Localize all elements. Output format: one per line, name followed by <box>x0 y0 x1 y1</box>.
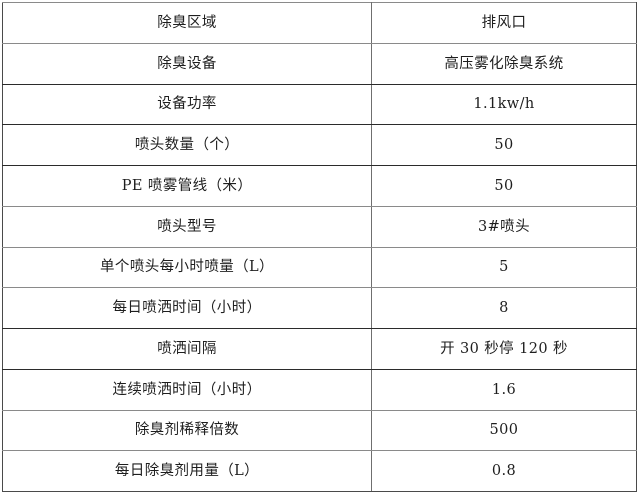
spec-value-cell: 1.6 <box>371 368 637 411</box>
spec-value-cell: 8 <box>371 287 637 329</box>
spec-label-cell: 除臭剂稀释倍数 <box>2 409 372 452</box>
spec-value-cell: 排风口 <box>371 2 637 44</box>
table-row: 喷头数量（个） 50 <box>2 124 637 166</box>
spec-label-cell: 除臭设备 <box>2 42 372 85</box>
spec-value-cell: 50 <box>371 124 637 166</box>
spec-value-cell: 500 <box>371 409 637 452</box>
table-row: 除臭剂稀释倍数 500 <box>2 409 637 452</box>
spec-label-cell: 设备功率 <box>2 83 372 126</box>
table-row: 喷头型号 3#喷头 <box>2 205 637 248</box>
spec-label-cell: PE 喷雾管线（米） <box>2 165 372 207</box>
spec-label-cell: 喷洒间隔 <box>2 328 372 370</box>
table-row: 喷洒间隔开 30 秒停 120 秒 <box>2 328 637 370</box>
table-row: PE 喷雾管线（米） 50 <box>2 165 637 207</box>
table-row: 除臭设备 高压雾化除臭系统 <box>2 42 637 85</box>
spec-value-cell: 5 <box>371 246 637 289</box>
spec-value-cell: 50 <box>371 165 637 207</box>
table-row: 连续喷洒时间（小时） 1.6 <box>2 368 637 411</box>
spec-value-cell: 1.1kw/h <box>371 83 637 126</box>
spec-label-cell: 喷头型号 <box>2 205 372 248</box>
spec-value-cell: 高压雾化除臭系统 <box>371 42 637 85</box>
spec-label-cell: 除臭区域 <box>2 2 372 44</box>
table-row: 设备功率 1.1kw/h <box>2 83 637 126</box>
spec-value-cell: 0.8 <box>371 450 637 492</box>
table-row: 每日喷洒时间（小时） 8 <box>2 287 637 329</box>
table-row: 单个喷头每小时喷量（L） 5 <box>2 246 637 289</box>
spec-label-cell: 每日喷洒时间（小时） <box>2 287 372 329</box>
spec-label-cell: 喷头数量（个） <box>2 124 372 166</box>
spec-value-cell: 开 30 秒停 120 秒 <box>371 328 637 370</box>
spec-label-cell: 每日除臭剂用量（L） <box>2 450 372 492</box>
spec-label-cell: 连续喷洒时间（小时） <box>2 368 372 411</box>
table-row: 每日除臭剂用量（L） 0.8 <box>2 450 637 492</box>
spec-label-cell: 单个喷头每小时喷量（L） <box>2 246 372 289</box>
spec-value-cell: 3#喷头 <box>371 205 637 248</box>
table-row: 除臭区域 排风口 <box>2 2 637 44</box>
